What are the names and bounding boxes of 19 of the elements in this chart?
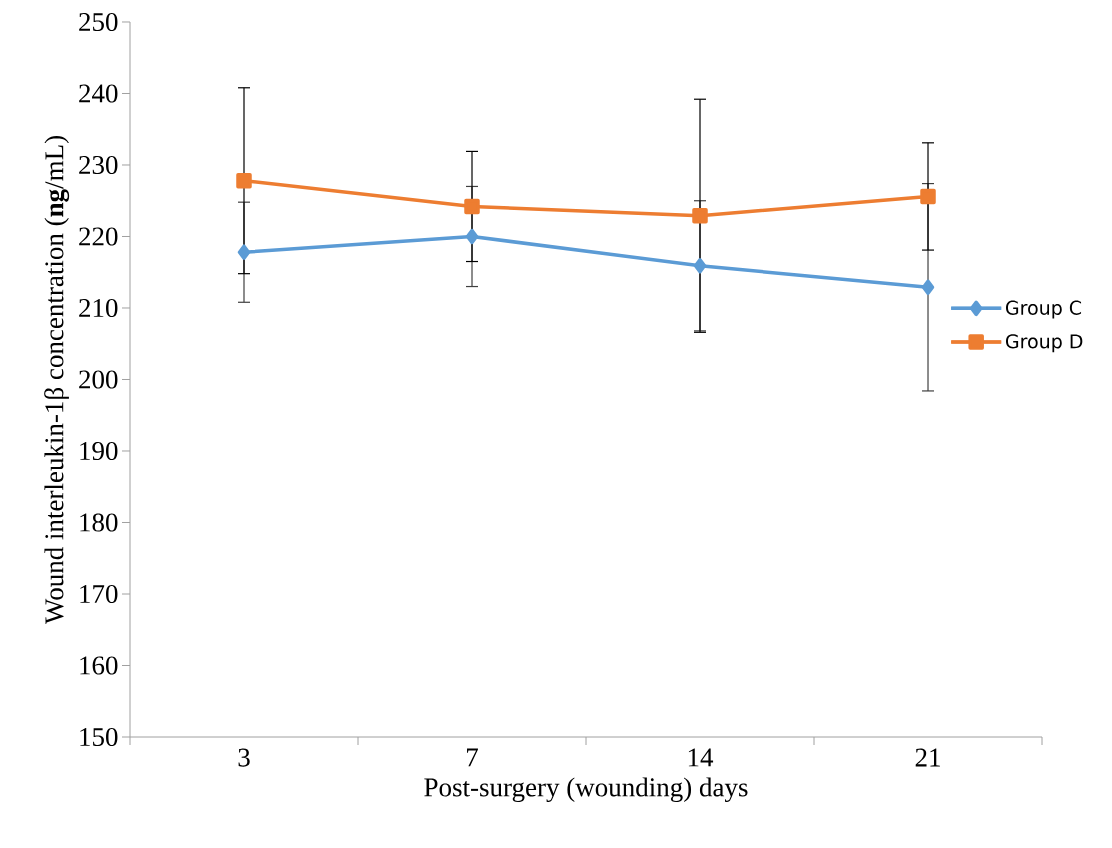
legend-label: Group C (1006, 300, 1082, 319)
y-tick-label: 180 (80, 513, 118, 532)
x-tick-label: 7 (467, 748, 478, 767)
x-tick-label: 21 (915, 748, 940, 767)
y-tick-label: 240 (79, 84, 118, 103)
y-tick-label: 160 (80, 656, 118, 675)
y-tick-label: 200 (79, 370, 118, 389)
x-axis-title: Post-surgery (wounding) days (424, 777, 748, 803)
legend-label: Group D (1006, 334, 1083, 353)
x-tick-label: 14 (688, 748, 714, 767)
y-tick-label: 150 (80, 727, 118, 747)
y-tick-label: 190 (80, 441, 118, 461)
y-tick-label: 220 (79, 227, 118, 246)
x-tick-label: 3 (238, 748, 250, 767)
y-axis-title: Wound interleukin-1β concentration (ng/mL) (44, 136, 70, 625)
y-tick-label: 250 (79, 12, 118, 32)
y-tick-label: 170 (80, 584, 118, 604)
y-tick-label: 210 (79, 298, 118, 318)
y-tick-label: 230 (79, 155, 118, 175)
